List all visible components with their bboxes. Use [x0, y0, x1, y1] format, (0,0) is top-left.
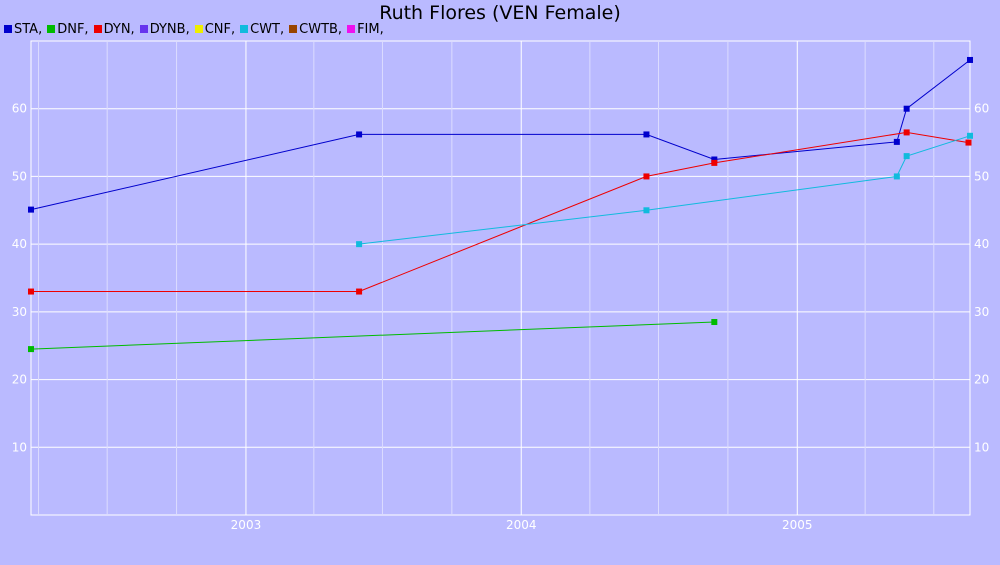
y-tick-label-left: 10	[12, 440, 27, 454]
data-point-sta	[643, 131, 650, 138]
legend-label: DNF,	[57, 21, 89, 37]
legend-label: CNF,	[204, 21, 236, 37]
legend: STA, DNF, DYN, DYNB, CNF, CWT, CWTB, FIM,	[4, 21, 389, 37]
data-point-sta	[903, 105, 910, 112]
legend-swatch	[4, 25, 12, 33]
legend-swatch	[93, 25, 102, 33]
legend-label: CWTB,	[299, 21, 343, 37]
legend-item: CNF,	[194, 21, 236, 37]
y-tick-label-left: 50	[12, 169, 27, 183]
y-tick-label-left: 40	[12, 237, 27, 251]
legend-item: CWTB,	[289, 21, 342, 37]
plot-border	[30, 40, 971, 516]
data-point-cwt	[643, 207, 650, 214]
y-tick-label-right: 60	[974, 102, 989, 116]
data-point-dnf	[28, 346, 34, 353]
data-point-sta	[356, 131, 363, 138]
x-tick-label: 2003	[231, 518, 262, 532]
y-tick-label-left: 30	[12, 305, 27, 319]
y-tick-label-right: 30	[974, 305, 989, 319]
data-point-dnf	[711, 319, 718, 326]
data-point-sta	[967, 56, 973, 63]
legend-label: DYN,	[103, 21, 135, 37]
legend-item: FIM,	[347, 21, 384, 37]
legend-swatch	[194, 25, 203, 33]
data-point-dyn	[28, 288, 34, 295]
data-point-sta	[28, 206, 34, 213]
legend-swatch	[47, 25, 56, 33]
data-point-sta	[711, 156, 718, 163]
legend-item: DYN,	[93, 21, 135, 37]
legend-swatch	[347, 25, 356, 33]
data-point-cwt	[356, 241, 363, 248]
y-tick-label-left: 20	[12, 373, 27, 387]
legend-swatch	[139, 25, 148, 33]
data-point-cwt	[903, 153, 910, 160]
data-point-sta	[893, 138, 900, 145]
y-tick-label-left: 60	[12, 102, 27, 116]
chart-title: Ruth Flores (VEN Female)	[379, 2, 621, 24]
legend-label: FIM,	[357, 21, 384, 37]
y-tick-label-right: 50	[974, 169, 989, 183]
legend-swatch	[240, 25, 249, 33]
series-line-cwt	[359, 135, 971, 245]
data-point-cwt	[967, 132, 973, 139]
data-point-dyn	[356, 288, 363, 295]
legend-label: STA,	[14, 21, 43, 37]
y-tick-label-right: 20	[974, 373, 989, 387]
data-point-dyn	[643, 173, 650, 180]
x-tick-label: 2005	[782, 518, 813, 532]
x-tick-label: 2004	[506, 518, 537, 532]
series-line-dnf	[30, 321, 715, 350]
legend-item: STA,	[4, 21, 42, 37]
legend-label: CWT,	[250, 21, 285, 37]
legend-label: DYNB,	[149, 21, 190, 37]
legend-item: DYNB,	[139, 21, 190, 37]
series-line-dyn	[31, 131, 969, 292]
legend-item: CWT,	[240, 21, 284, 37]
y-tick-label-right: 10	[974, 440, 989, 454]
series-line-sta	[30, 59, 971, 211]
legend-swatch	[289, 25, 298, 33]
legend-item: DNF,	[47, 21, 89, 37]
y-tick-label-right: 40	[974, 237, 989, 251]
data-point-dyn	[965, 139, 972, 146]
data-point-dyn	[903, 129, 910, 136]
data-point-cwt	[893, 173, 900, 180]
data-point-dyn	[711, 159, 718, 166]
